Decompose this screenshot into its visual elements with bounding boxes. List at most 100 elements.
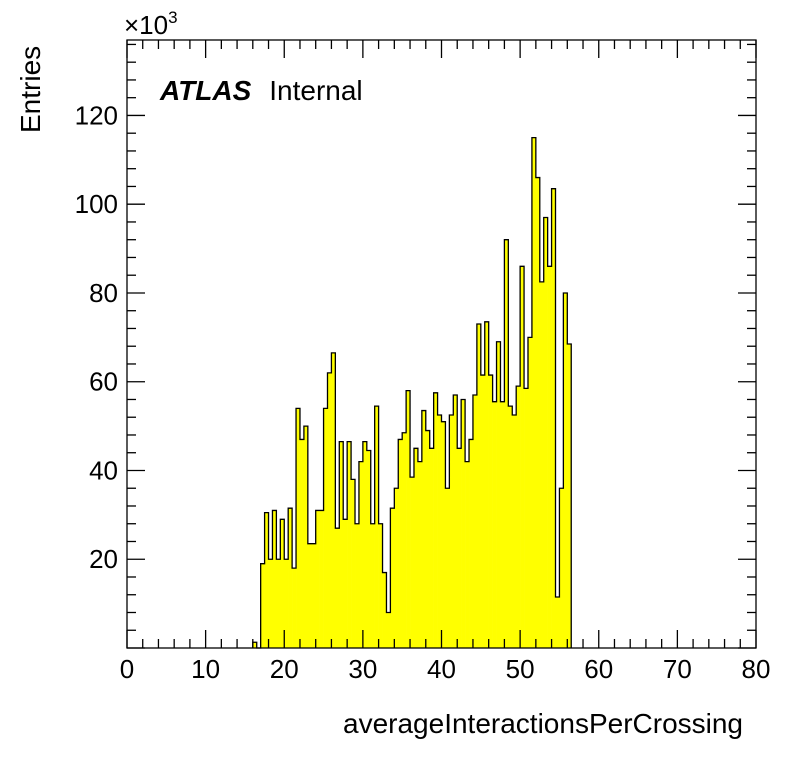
histogram-bar bbox=[500, 401, 505, 648]
x-tick-label: 50 bbox=[506, 654, 535, 684]
histogram-bar bbox=[260, 563, 265, 648]
x-tick-label: 20 bbox=[270, 654, 299, 684]
histogram-bar bbox=[461, 399, 466, 648]
x-tick-label: 0 bbox=[120, 654, 134, 684]
histogram-bar bbox=[441, 421, 446, 648]
histogram-bar bbox=[524, 388, 529, 648]
y-multiplier-base: ×10 bbox=[124, 10, 168, 40]
histogram-bar bbox=[539, 281, 545, 648]
histogram-bar bbox=[355, 523, 360, 648]
histogram-bar bbox=[465, 461, 470, 648]
histogram-bar bbox=[469, 439, 474, 648]
histogram-bar bbox=[433, 392, 438, 648]
y-axis-title: Entries bbox=[15, 46, 46, 133]
histogram-bar bbox=[323, 408, 328, 648]
histogram-bar bbox=[386, 612, 391, 648]
histogram-bar bbox=[567, 344, 572, 648]
histogram-bar bbox=[382, 572, 387, 648]
histogram-bar bbox=[476, 324, 482, 648]
histogram-bar bbox=[374, 406, 379, 648]
y-tick-labels: 20 40 60 80 100 120 bbox=[75, 100, 118, 574]
y-tick-label: 100 bbox=[75, 189, 118, 219]
histogram-bar bbox=[425, 430, 431, 648]
histogram-bar bbox=[394, 488, 399, 648]
histogram-bar bbox=[417, 461, 423, 648]
histogram-bar bbox=[559, 488, 564, 648]
histogram-bar bbox=[402, 432, 407, 648]
histogram-bar bbox=[480, 375, 486, 648]
histogram-bar bbox=[520, 266, 525, 648]
histogram-bar bbox=[453, 395, 458, 648]
histogram-bar bbox=[299, 439, 305, 648]
y-tick-label: 60 bbox=[89, 367, 118, 397]
histogram-bar bbox=[457, 448, 462, 648]
histogram-bar bbox=[421, 410, 427, 648]
x-tick-labels: 0 10 20 30 40 50 60 70 80 bbox=[120, 654, 771, 684]
histogram-bar bbox=[563, 292, 568, 648]
histogram-bar bbox=[343, 519, 348, 648]
histogram-bar bbox=[484, 321, 489, 648]
histogram-bar bbox=[284, 559, 289, 648]
y-multiplier-exponent: 3 bbox=[168, 8, 177, 27]
histogram-bar bbox=[378, 523, 383, 648]
histogram-bar bbox=[445, 488, 450, 648]
histogram-bar bbox=[319, 510, 324, 648]
y-tick-label: 120 bbox=[75, 100, 118, 130]
histogram-bar bbox=[429, 448, 434, 648]
axis-ticks bbox=[126, 40, 757, 649]
x-tick-label: 60 bbox=[584, 654, 613, 684]
histogram-bar bbox=[551, 188, 556, 648]
histogram-bar bbox=[512, 415, 517, 648]
histogram-bar bbox=[331, 352, 336, 648]
x-tick-label: 10 bbox=[191, 654, 220, 684]
y-tick-label: 80 bbox=[89, 278, 118, 308]
histogram-bar bbox=[531, 137, 537, 648]
atlas-label-bold: ATLAS bbox=[159, 75, 252, 106]
histogram-bars bbox=[252, 137, 572, 649]
histogram-bar bbox=[264, 512, 269, 648]
histogram-bar bbox=[252, 642, 258, 648]
atlas-label: ATLAS Internal bbox=[159, 75, 363, 106]
histogram-bar bbox=[492, 401, 497, 648]
y-tick-label: 20 bbox=[89, 544, 118, 574]
histogram-bar bbox=[437, 415, 442, 648]
histogram-bar bbox=[292, 568, 297, 648]
histogram-bar bbox=[527, 337, 533, 648]
histogram-bar bbox=[335, 528, 340, 648]
histogram-bar bbox=[315, 510, 320, 648]
histogram-bar bbox=[543, 217, 548, 648]
histogram-bar bbox=[413, 448, 419, 648]
histogram-bar bbox=[288, 508, 293, 648]
histogram-bar bbox=[272, 510, 277, 648]
y-axis-multiplier: ×103 bbox=[124, 8, 178, 40]
histogram-bar bbox=[276, 559, 281, 648]
histogram-bar bbox=[311, 543, 316, 648]
histogram-bar bbox=[296, 408, 301, 648]
histogram-bar bbox=[351, 479, 356, 648]
histogram-bar bbox=[398, 439, 403, 648]
histogram-bar bbox=[555, 596, 560, 648]
histogram-bar bbox=[516, 386, 521, 648]
x-tick-label: 70 bbox=[663, 654, 692, 684]
histogram-bar bbox=[488, 375, 493, 648]
histogram-bar bbox=[358, 461, 364, 648]
histogram-bar bbox=[280, 519, 285, 648]
x-tick-label: 30 bbox=[348, 654, 377, 684]
histogram-bar bbox=[268, 559, 273, 648]
histogram-bar bbox=[535, 177, 541, 648]
histogram-bar bbox=[307, 543, 313, 648]
histogram-bar bbox=[370, 523, 375, 648]
histogram-bar bbox=[410, 477, 415, 648]
histogram-bar bbox=[406, 390, 411, 648]
histogram-bar bbox=[390, 508, 395, 648]
histogram-bar bbox=[508, 406, 513, 648]
histogram-outline bbox=[252, 136, 572, 649]
histogram-bar bbox=[472, 395, 478, 648]
histogram-bar bbox=[347, 441, 352, 648]
histogram-bar bbox=[366, 450, 372, 648]
histogram-bar bbox=[362, 441, 368, 648]
histogram-bar bbox=[504, 239, 509, 649]
histogram-bar bbox=[449, 415, 454, 648]
histogram-bar bbox=[496, 341, 501, 648]
